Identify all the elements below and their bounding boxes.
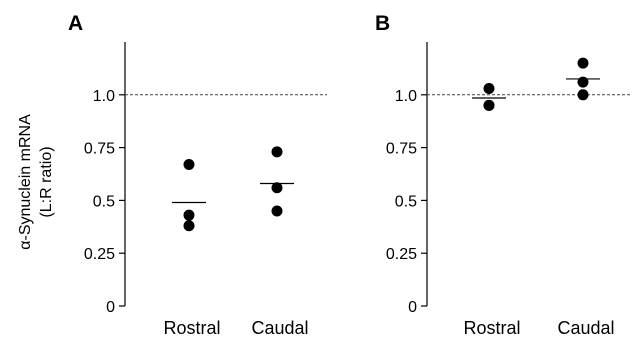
data-point xyxy=(483,99,495,111)
y-tick-label: 0.5 xyxy=(93,193,115,210)
y-tick-label: 1.0 xyxy=(395,88,417,105)
panel-a: A 0 0.25 0.5 0.75 1.0 Rostral Caudal xyxy=(68,12,327,338)
data-point xyxy=(577,76,589,88)
y-tick-label: 1.0 xyxy=(93,88,115,105)
x-category-label: Rostral xyxy=(163,318,220,338)
panel-b: B 0 0.25 0.5 0.75 1.0 Rostral Caudal xyxy=(375,12,630,338)
panel-letter: B xyxy=(375,12,390,35)
data-point xyxy=(483,82,495,94)
data-point xyxy=(183,158,195,170)
y-tick-label: 0.5 xyxy=(395,193,417,210)
y-tick-label: 0.25 xyxy=(386,246,417,263)
panel-letter: A xyxy=(68,12,83,35)
data-point xyxy=(271,146,283,158)
y-tick-label: 0 xyxy=(106,299,115,316)
y-axis-label-line2: (L:R ratio) xyxy=(38,146,55,217)
data-point xyxy=(271,205,283,217)
y-axis-label: α-Synuclein mRNA (L:R ratio) xyxy=(17,114,55,250)
y-tick-label: 0.75 xyxy=(386,141,417,158)
data-point xyxy=(271,182,283,194)
data-point xyxy=(577,89,589,101)
x-category-label: Caudal xyxy=(557,318,614,338)
y-axis-label-line1: α-Synuclein mRNA xyxy=(17,114,34,250)
x-category-label: Caudal xyxy=(251,318,308,338)
data-point xyxy=(183,209,195,221)
data-point xyxy=(183,220,195,232)
x-category-label: Rostral xyxy=(463,318,520,338)
panels: A 0 0.25 0.5 0.75 1.0 Rostral Caudal B 0 0.25 0.5 0.… xyxy=(68,12,630,338)
y-tick-label: 0 xyxy=(408,299,417,316)
y-tick-label: 0.75 xyxy=(84,141,115,158)
data-point xyxy=(577,57,589,69)
y-tick-label: 0.25 xyxy=(84,246,115,263)
